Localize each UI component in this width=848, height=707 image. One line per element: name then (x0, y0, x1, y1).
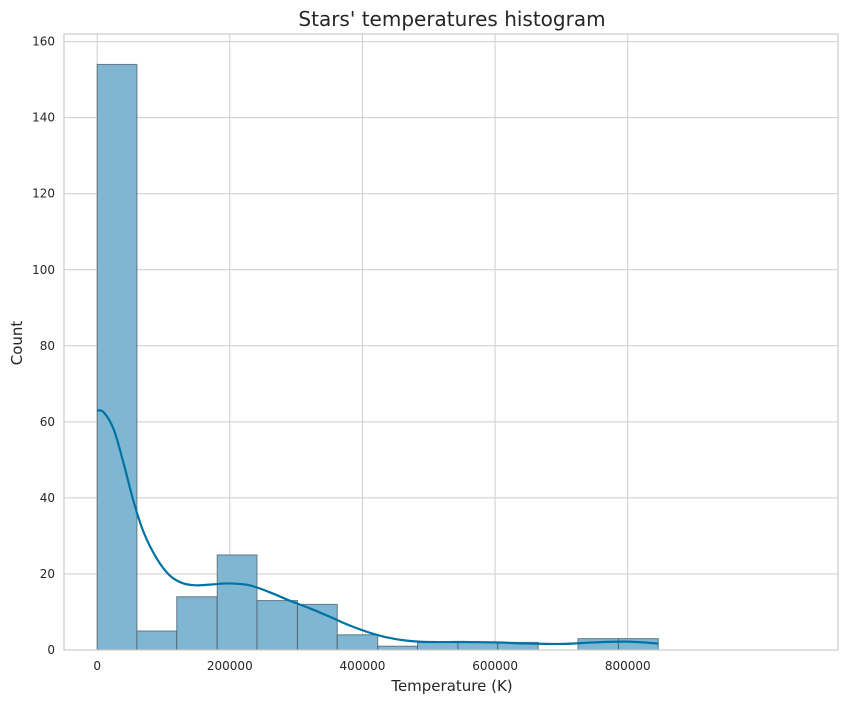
kde-layer (96, 409, 659, 646)
histogram-bar (577, 638, 619, 651)
histogram-bar (176, 596, 218, 651)
kde-curve (96, 409, 659, 646)
y-axis-ticks: 0 20 40 60 80 100 120 140 160 (32, 35, 55, 657)
grid-layer (64, 34, 838, 651)
y-tick-label: 0 (47, 643, 55, 657)
histogram-bar (136, 630, 178, 651)
y-tick-label: 60 (40, 415, 55, 429)
y-tick-label: 20 (40, 567, 55, 581)
histogram-bar (216, 554, 258, 651)
chart-title: Stars' temperatures histogram (298, 7, 605, 31)
x-tick-label: 600000 (472, 659, 518, 673)
plot-frame (63, 33, 839, 651)
histogram-bar (336, 634, 379, 651)
y-tick-label: 120 (32, 187, 55, 201)
y-tick-label: 100 (32, 263, 55, 277)
x-tick-label: 0 (93, 659, 101, 673)
histogram-bar (457, 641, 499, 651)
x-tick-label: 200000 (207, 659, 253, 673)
x-axis-ticks: 0 200000 400000 600000 800000 (93, 659, 650, 673)
x-axis-label: Temperature (K) (390, 677, 512, 695)
y-tick-label: 140 (32, 111, 55, 125)
y-tick-label: 160 (32, 35, 55, 49)
x-tick-label: 800000 (605, 659, 651, 673)
histogram-bar (417, 641, 459, 651)
histogram-bar (256, 600, 298, 651)
histogram-bar (617, 638, 659, 651)
histogram-bar (96, 63, 138, 651)
y-tick-label: 40 (40, 491, 55, 505)
bars-layer (96, 63, 659, 651)
y-tick-label: 80 (40, 339, 55, 353)
y-axis-label: Count (8, 321, 26, 366)
x-tick-label: 400000 (340, 659, 386, 673)
